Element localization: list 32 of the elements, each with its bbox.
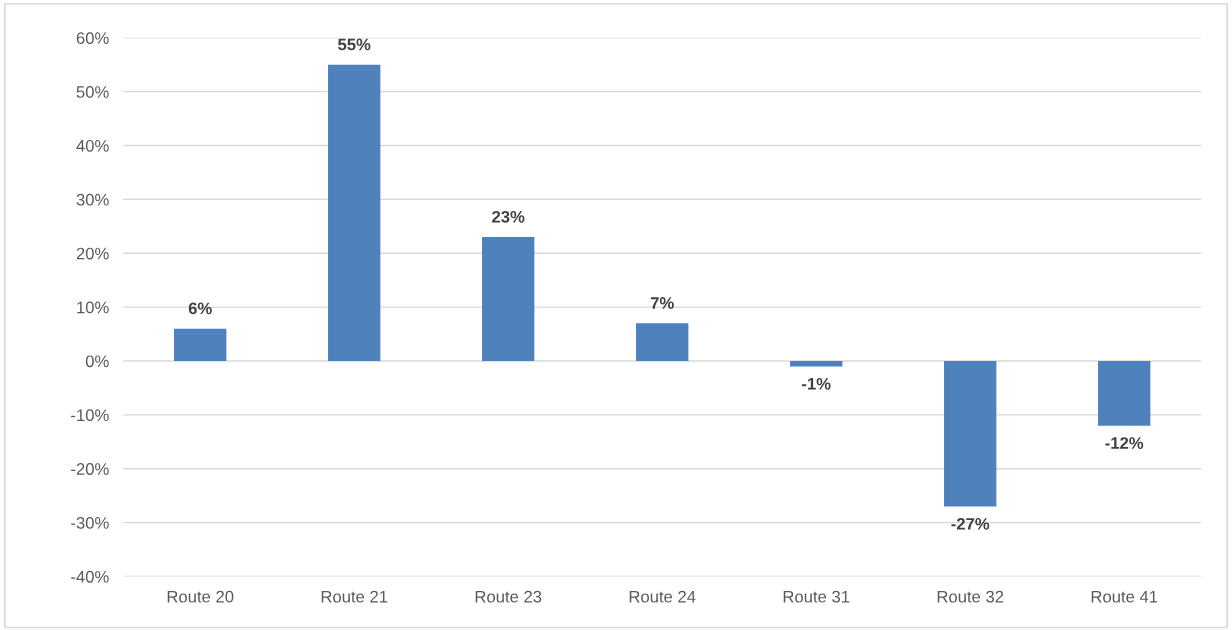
data-label: -12%	[1105, 437, 1144, 449]
bar	[944, 360, 997, 507]
x-tick-label: Route 32	[937, 590, 1004, 603]
y-tick-label: 10%	[77, 301, 109, 314]
y-tick-label: 30%	[76, 193, 109, 206]
x-tick-label: Route 24	[629, 590, 696, 603]
data-label: 23%	[492, 210, 525, 223]
data-label: 7%	[650, 297, 674, 309]
bar	[174, 328, 227, 361]
bar	[482, 237, 535, 361]
y-tick-label: -20%	[71, 463, 109, 475]
x-tick-label: Route 41	[1091, 590, 1158, 603]
data-label: -27%	[951, 517, 990, 530]
y-tick-label: 50%	[76, 86, 109, 98]
x-tick-label: Route 23	[475, 590, 542, 603]
y-tick-label: -10%	[71, 409, 109, 422]
y-tick-label: -40%	[71, 570, 109, 583]
data-label: 6%	[188, 302, 212, 315]
bar	[636, 323, 689, 361]
y-tick-label: 40%	[76, 139, 109, 152]
x-tick-label: Route 20	[167, 590, 234, 603]
y-tick-label: 0%	[85, 355, 109, 368]
y-tick-label: 20%	[76, 247, 109, 260]
bar	[790, 360, 843, 367]
y-tick-label: -30%	[71, 516, 109, 529]
bar	[1098, 360, 1151, 426]
x-tick-label: Route 31	[783, 590, 850, 603]
y-tick-label: 60%	[76, 32, 109, 44]
data-label: 55%	[338, 38, 371, 51]
bar	[328, 64, 381, 361]
x-tick-label: Route 21	[321, 590, 388, 603]
data-label: -1%	[802, 377, 831, 390]
